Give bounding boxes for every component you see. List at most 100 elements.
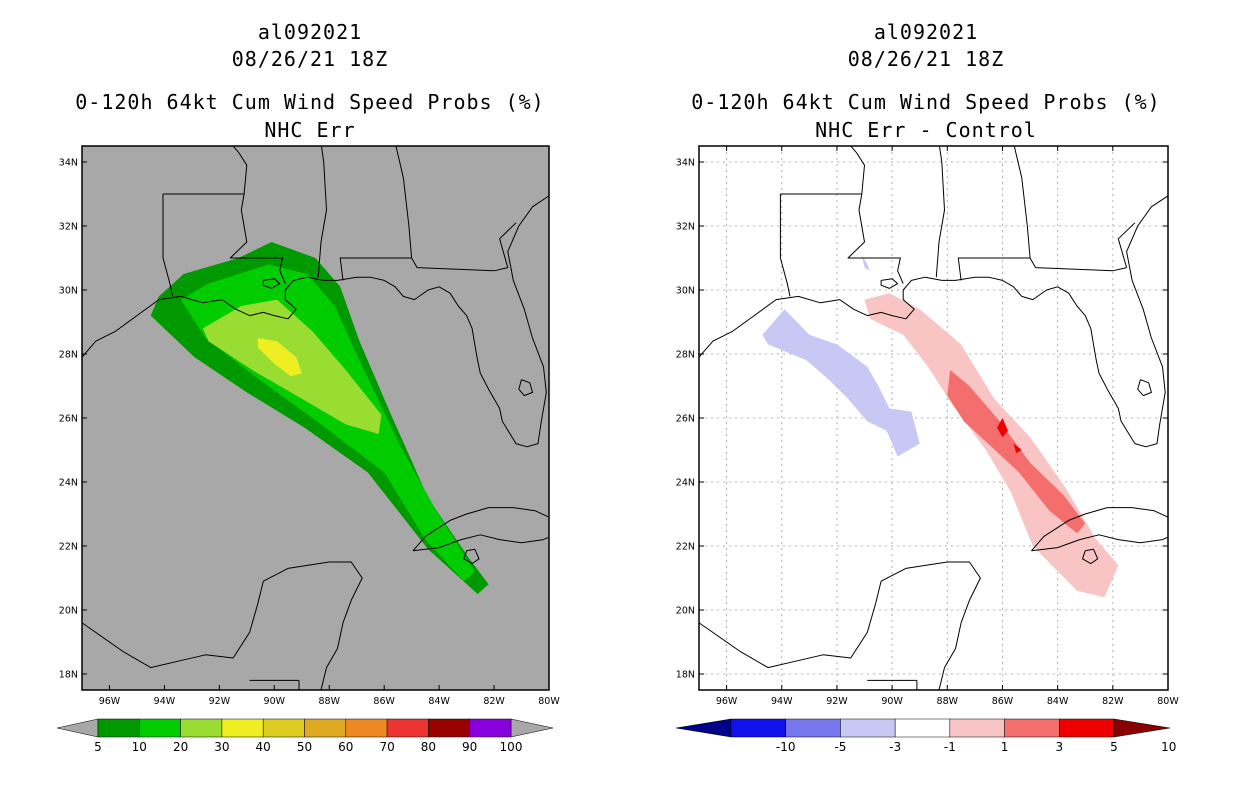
colorbar-label-10: 10 — [1161, 740, 1176, 754]
colorbar-label--10: -10 — [776, 740, 796, 754]
state-border-3 — [232, 146, 248, 195]
colorbar-box-5 — [1004, 718, 1060, 738]
colorbar-box-80 — [428, 718, 470, 738]
y-tick-label-24N: 24N — [59, 478, 78, 489]
colorbar-label-30: 30 — [214, 740, 229, 754]
x-tick-label-94W: 94W — [771, 696, 793, 707]
gulf-coastline — [699, 195, 1168, 448]
gulf-coastline — [82, 195, 549, 448]
y-tick-label-32N: 32N — [676, 222, 695, 233]
colorbar-box-5 — [97, 718, 140, 738]
left-subtitle: NHC Err — [264, 118, 356, 142]
colorbar-label-5: 5 — [1110, 740, 1118, 754]
y-tick-label-26N: 26N — [676, 414, 695, 425]
y-tick-label-34N: 34N — [676, 158, 695, 169]
colorbar-label-40: 40 — [256, 740, 271, 754]
state-border-4 — [957, 146, 1031, 281]
y-tick-label-20N: 20N — [59, 606, 78, 617]
colorbar-box-70 — [386, 718, 429, 738]
nhc-err-map-area — [82, 146, 549, 690]
y-tick-label-22N: 22N — [676, 542, 695, 553]
nhc-err-control-colorbar: -10 -5 -3 -1 1 3 5 10 — [675, 718, 1176, 754]
nhc-err-panel: 96W 94W 92W 90W 88W 86W 84W 82W 80W 18N 20N 22N 24N 2… — [56, 145, 560, 754]
colorbar-label--5: -5 — [834, 740, 846, 754]
lake-okeechobee — [1137, 379, 1152, 397]
nhc-err-control-grid — [699, 146, 1168, 690]
state-border-0 — [163, 193, 286, 284]
colorbar-label--1: -1 — [944, 740, 956, 754]
nhc-err-control-panel: 96W 94W 92W 90W 88W 86W 84W 82W 80W 18N 20N 22N 24N 2… — [675, 145, 1179, 754]
y-tick-label-34N: 34N — [59, 158, 78, 169]
left-storm-id: al092021 — [257, 20, 363, 44]
colorbar-arrow-low — [675, 718, 732, 738]
y-tick-label-30N: 30N — [59, 286, 78, 297]
cuba-coastline — [412, 507, 549, 552]
yucatan-coastline — [82, 561, 363, 690]
colorbar-label-60: 60 — [338, 740, 353, 754]
nhc-err-control-axes: 96W 94W 92W 90W 88W 86W 84W 82W 80W 18N 20N 22N 24N 2… — [676, 146, 1179, 707]
x-tick-label-88W: 88W — [318, 696, 340, 707]
colorbar-label-80: 80 — [421, 740, 436, 754]
x-tick-label-84W: 84W — [428, 696, 450, 707]
colorbar-label-100: 100 — [500, 740, 523, 754]
x-tick-label-80W: 80W — [538, 696, 560, 707]
y-tick-label-20N: 20N — [676, 606, 695, 617]
colorbar-box-6 — [1059, 718, 1115, 738]
colorbar-label-1: 1 — [1001, 740, 1009, 754]
state-border-6 — [499, 222, 517, 268]
lake-pontchartrain — [880, 278, 899, 289]
x-tick-label-84W: 84W — [1047, 696, 1069, 707]
colorbar-box-4 — [949, 718, 1005, 738]
state-border-1 — [162, 194, 174, 297]
x-tick-label-82W: 82W — [483, 696, 505, 707]
state-border-3 — [850, 146, 865, 195]
x-tick-label-80W: 80W — [1157, 696, 1179, 707]
nhc-err-control-contour-neg1-4 — [762, 309, 920, 457]
colorbar-arrow-high — [510, 718, 554, 738]
nhc-err-colorbar: 5 10 20 30 40 50 60 70 80 90 100 — [56, 718, 554, 754]
y-tick-label-30N: 30N — [676, 286, 695, 297]
state-border-6 — [1117, 222, 1136, 268]
colorbar-box-50 — [304, 718, 347, 738]
left-datetime: 08/26/21 18Z — [231, 47, 389, 71]
colorbar-arrow-low — [56, 718, 99, 738]
cuba-coastline — [1031, 507, 1168, 552]
nhc-err-contour-30-3 — [257, 338, 302, 377]
isla-juventud-coastline — [1082, 548, 1099, 565]
colorbar-label-3: 3 — [1055, 740, 1063, 754]
y-tick-label-22N: 22N — [59, 542, 78, 553]
y-tick-label-26N: 26N — [59, 414, 78, 425]
x-tick-label-94W: 94W — [154, 696, 176, 707]
state-border-5 — [411, 257, 508, 272]
nhc-err-control-coastlines — [699, 146, 1168, 690]
x-tick-label-82W: 82W — [1102, 696, 1124, 707]
colorbar-arrow-high — [1113, 718, 1171, 738]
colorbar-box-90 — [469, 718, 512, 738]
colorbar-box-1 — [785, 718, 841, 738]
nhc-err-control-contour-neg1-5 — [861, 254, 870, 271]
colorbar-box-0 — [730, 718, 786, 738]
y-tick-label-18N: 18N — [676, 670, 695, 681]
state-border-2 — [317, 146, 327, 278]
x-tick-label-88W: 88W — [937, 696, 959, 707]
state-border-1 — [779, 194, 791, 297]
colorbar-box-2 — [840, 718, 896, 738]
right-subtitle: NHC Err - Control — [815, 118, 1037, 142]
colorbar-label-10: 10 — [132, 740, 147, 754]
x-tick-label-96W: 96W — [99, 696, 121, 707]
y-tick-label-28N: 28N — [59, 350, 78, 361]
nhc-err-control-map-area — [699, 146, 1168, 690]
left-product-title: 0-120h 64kt Cum Wind Speed Probs (%) — [75, 90, 545, 114]
x-tick-label-86W: 86W — [992, 696, 1014, 707]
isla-juventud-coastline — [463, 548, 480, 565]
x-tick-label-90W: 90W — [881, 696, 903, 707]
y-tick-label-24N: 24N — [676, 478, 695, 489]
state-border-5 — [1029, 257, 1127, 272]
nhc-err-control-contour-5-2 — [997, 418, 1008, 438]
y-tick-label-18N: 18N — [59, 670, 78, 681]
x-tick-label-92W: 92W — [826, 696, 848, 707]
colorbar-box-30 — [221, 718, 264, 738]
colorbar-label-20: 20 — [173, 740, 188, 754]
x-tick-label-86W: 86W — [373, 696, 395, 707]
